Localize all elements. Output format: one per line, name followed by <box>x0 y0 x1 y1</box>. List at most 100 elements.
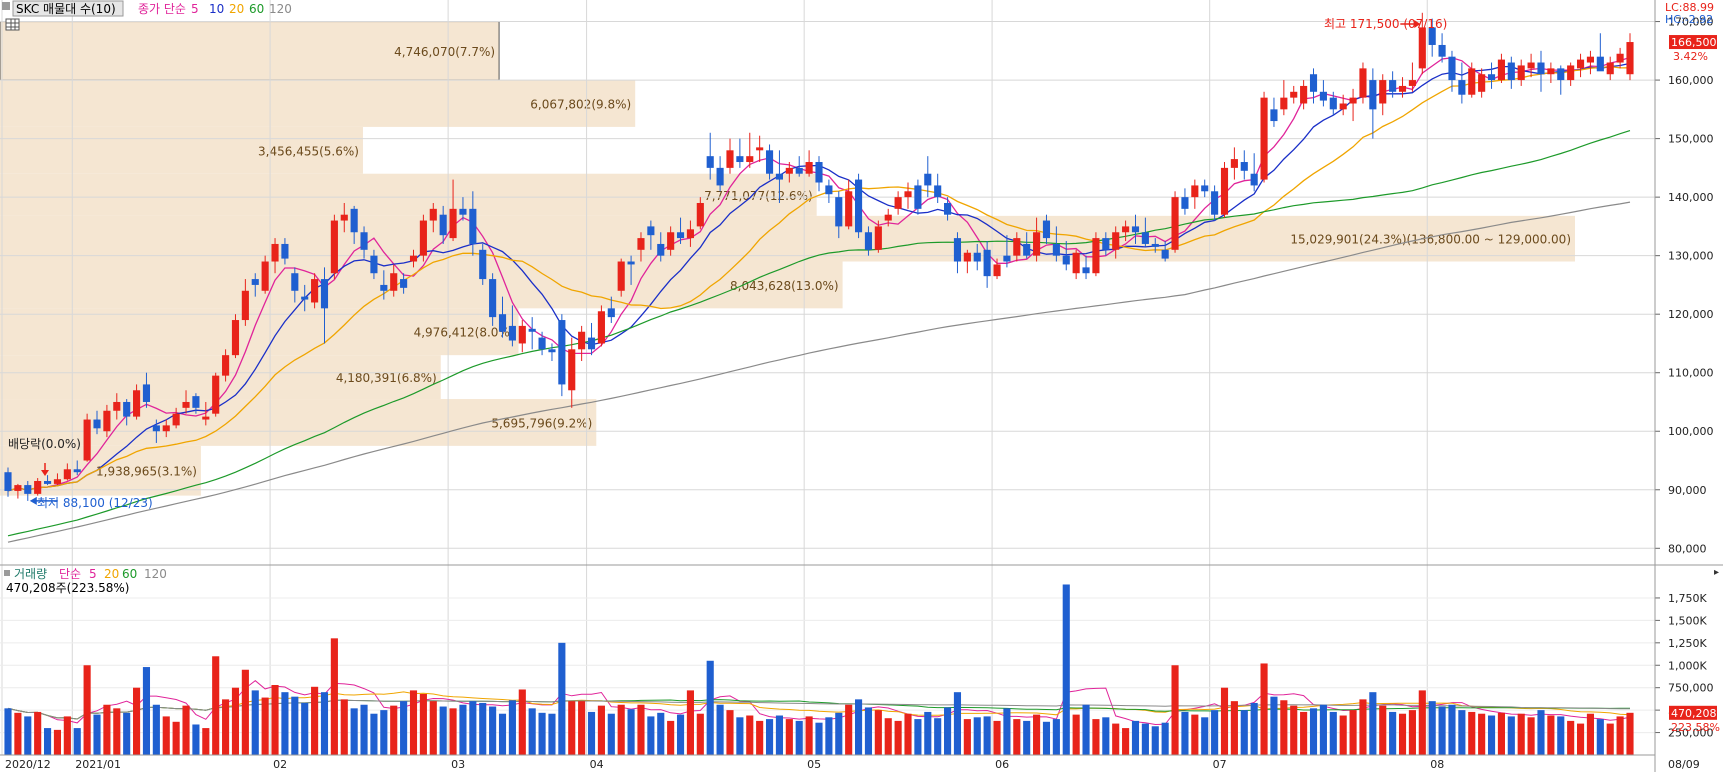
volume-bar <box>558 642 566 755</box>
candle-body <box>558 320 566 385</box>
volume-bar <box>1250 702 1258 755</box>
ma-label[interactable]: 종가 단순 <box>138 2 186 16</box>
candle-body <box>1547 68 1555 75</box>
vol-ma20-label[interactable]: 20 <box>104 567 119 581</box>
volume-bar <box>1240 710 1248 755</box>
volume-bar <box>123 712 131 755</box>
vol-ma5-label[interactable]: 5 <box>89 567 97 581</box>
candle-body <box>192 396 200 408</box>
price-tick-label: 140,000 <box>1668 191 1714 204</box>
vol-ma120-label[interactable]: 120 <box>144 567 167 581</box>
volume-bar <box>449 708 457 755</box>
volume-bar <box>1398 713 1407 755</box>
candle-body <box>370 255 378 274</box>
candle-body <box>1369 80 1377 110</box>
volume-bar <box>518 689 526 755</box>
table-icon[interactable] <box>5 18 20 31</box>
ma120-line <box>7 201 1631 543</box>
volume-bar <box>1547 715 1555 755</box>
volume-bar <box>1586 713 1594 755</box>
candle-body <box>686 229 694 239</box>
volume-bar <box>983 716 991 755</box>
volume-bar <box>627 709 635 755</box>
price-tick-label: 170,000 <box>1668 16 1714 29</box>
candle-body <box>1438 44 1446 57</box>
candle-body <box>518 325 526 344</box>
candle-body <box>1042 220 1051 239</box>
volume-bar <box>1438 706 1446 755</box>
volume-ma-label[interactable]: 단순 <box>59 567 81 581</box>
candle-body <box>360 232 368 250</box>
candle-body <box>34 480 42 494</box>
volume-bar <box>944 707 952 755</box>
ma60-label[interactable]: 60 <box>249 2 264 16</box>
candle-body <box>1309 74 1318 92</box>
volume-bar <box>1428 701 1436 755</box>
candle-body <box>162 425 170 432</box>
candle-body <box>696 202 704 227</box>
volume-bar <box>1131 720 1140 755</box>
volume-bar <box>1557 716 1565 755</box>
volume-title[interactable]: 거래량 <box>14 567 47 581</box>
candle-body <box>1250 173 1258 186</box>
candle-body <box>1191 185 1199 198</box>
volume-bar <box>498 713 507 755</box>
volume-profile-bar <box>0 173 817 216</box>
panel-handle-icon[interactable] <box>2 2 10 10</box>
high-annotation: 최고 171,500 (07/16) <box>1324 17 1447 31</box>
volume-bar <box>1112 723 1120 755</box>
volume-profile-label: 5,695,796(9.2%) <box>491 416 592 430</box>
candle-body <box>479 249 487 280</box>
ma5-label[interactable]: 5 <box>191 2 199 16</box>
volume-bar <box>330 638 338 755</box>
volume-bar <box>44 728 52 755</box>
volume-bar <box>479 702 487 755</box>
candle-body <box>934 185 942 198</box>
volume-bar <box>607 713 615 755</box>
ma10-label[interactable]: 10 <box>209 2 224 16</box>
volume-bar <box>1527 717 1535 755</box>
volume-bar <box>617 704 625 755</box>
candle-body <box>301 296 309 300</box>
candle-body <box>904 191 912 198</box>
x-tick-label: 02 <box>273 758 287 771</box>
high-arrow-icon <box>1400 20 1421 28</box>
volume-bar <box>1626 712 1634 755</box>
candle-body <box>825 185 833 195</box>
candle-body <box>1537 62 1545 75</box>
volume-bar <box>706 660 714 755</box>
volume-bar <box>1151 726 1159 755</box>
volume-bar <box>1468 711 1476 755</box>
candle-body <box>1576 59 1585 69</box>
candle-body <box>1458 80 1466 95</box>
candle-body <box>1339 103 1347 110</box>
collapse-arrow-icon[interactable]: ▸ <box>1714 567 1719 578</box>
price-legend: SKC 매물대 수(10) 종가 단순 5 10 20 60 120 <box>2 0 292 31</box>
volume-bar <box>459 704 467 755</box>
candle-body <box>1359 68 1367 98</box>
candle-body <box>637 238 645 250</box>
volume-bar <box>924 711 932 755</box>
volume-bar <box>301 702 309 755</box>
ma20-label[interactable]: 20 <box>229 2 244 16</box>
candle-body <box>152 425 160 432</box>
stock-label-box[interactable] <box>12 0 124 17</box>
stock-label[interactable]: SKC 매물대 수(10) <box>16 2 116 16</box>
volume-bars-layer <box>4 584 1634 755</box>
volume-bar <box>894 720 902 755</box>
volume-bar <box>182 705 190 755</box>
volume-bar <box>1339 715 1347 755</box>
candle-body <box>1082 267 1090 274</box>
volume-bar <box>528 708 536 755</box>
ma20-line <box>7 65 1631 492</box>
candle-body <box>1398 85 1407 92</box>
candle-body <box>1349 97 1357 104</box>
ma120-label[interactable]: 120 <box>269 2 292 16</box>
volume-bar <box>736 717 744 755</box>
panel-handle-icon[interactable] <box>4 570 10 576</box>
volume-tick-label: 250,000 <box>1668 727 1714 740</box>
candle-body <box>805 162 813 174</box>
volume-bar <box>469 701 477 755</box>
vol-ma60-label[interactable]: 60 <box>122 567 137 581</box>
price-tick-label: 150,000 <box>1668 133 1714 146</box>
